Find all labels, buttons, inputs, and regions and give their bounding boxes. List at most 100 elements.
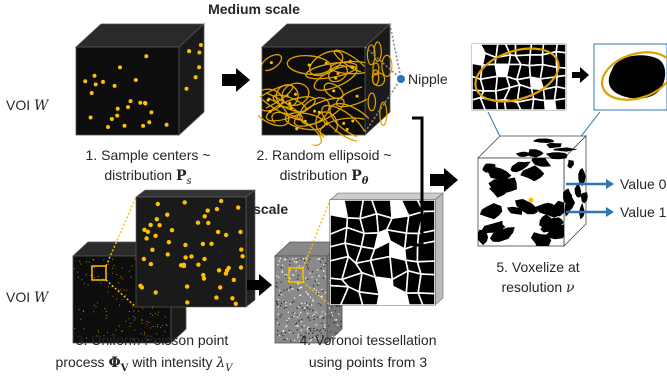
speckle <box>291 288 293 290</box>
speckle <box>120 276 122 278</box>
speckle <box>307 278 309 280</box>
speckle <box>90 275 92 276</box>
speckle <box>85 274 87 276</box>
voronoi-cell <box>472 96 487 110</box>
speckle <box>165 339 167 341</box>
merge-bracket <box>412 116 424 247</box>
cube-voxelized <box>477 135 588 247</box>
speckle <box>309 303 311 305</box>
ellipsoid <box>272 94 307 113</box>
speckle <box>311 276 313 278</box>
speckle <box>285 339 287 341</box>
speckle <box>78 276 79 278</box>
speckle <box>307 266 309 268</box>
speckle <box>156 333 158 335</box>
speckle <box>289 331 291 334</box>
speckle <box>317 274 319 276</box>
speckle <box>142 308 144 310</box>
speckle <box>322 327 324 329</box>
speckle <box>151 315 153 316</box>
speckle <box>322 290 324 292</box>
speckle <box>92 259 94 260</box>
poisson-dot <box>148 261 154 267</box>
speckle <box>324 340 326 342</box>
step4-caption-line2: using points from 3 <box>309 354 427 370</box>
speckle <box>293 339 296 341</box>
speckle <box>286 274 288 276</box>
center-dot <box>133 78 138 82</box>
speckle <box>319 261 321 263</box>
speckle <box>295 258 297 260</box>
center-dot <box>83 79 88 84</box>
speckle <box>118 282 119 284</box>
speckle <box>94 267 95 268</box>
speckle <box>307 317 309 319</box>
voxel-blob <box>507 206 523 215</box>
speckle <box>280 266 282 268</box>
voxel-blob <box>515 199 538 215</box>
voxel-blobs <box>478 138 588 246</box>
speckle <box>296 322 298 324</box>
speckle <box>303 325 305 327</box>
speckle <box>157 314 159 316</box>
value-0-label: Value 0 <box>620 176 667 192</box>
voronoi-cell <box>358 291 381 305</box>
speckle <box>131 265 133 267</box>
speckle <box>280 281 282 283</box>
ellipsoid <box>284 112 326 131</box>
speckle <box>158 311 159 313</box>
step1-caption-line1: 1. Sample centers ~ <box>86 147 211 163</box>
speckle <box>292 274 294 276</box>
speckle <box>319 329 322 331</box>
speckle <box>323 270 325 272</box>
speckle <box>277 334 279 336</box>
speckle <box>282 264 284 266</box>
speckle <box>297 289 299 291</box>
poisson-dot <box>154 217 159 222</box>
poisson-dot <box>219 198 224 204</box>
speckle <box>133 319 135 321</box>
speckle <box>147 339 148 341</box>
speckle <box>328 325 330 327</box>
center-dot <box>92 73 97 78</box>
speckle <box>289 260 291 262</box>
speckle <box>321 338 323 340</box>
speckle <box>278 335 280 337</box>
speckle <box>121 330 123 332</box>
speckle <box>276 301 278 303</box>
speckle <box>302 258 304 260</box>
speckle <box>112 267 114 269</box>
ellipsoid-center <box>351 66 354 70</box>
speckle <box>313 313 315 315</box>
value0-arrow-head <box>606 179 614 189</box>
speckle <box>299 282 301 284</box>
speckle <box>300 329 302 332</box>
center-dot <box>128 99 133 104</box>
poisson-dot <box>201 272 206 278</box>
speckle <box>330 307 333 309</box>
speckle <box>297 278 299 280</box>
voxel-blob <box>490 227 515 242</box>
speckle <box>277 276 280 278</box>
center-dot <box>187 49 192 54</box>
poisson-dot <box>144 236 149 241</box>
speckle <box>316 279 318 281</box>
center-dot <box>147 120 152 125</box>
speckle <box>309 296 311 298</box>
speckle <box>313 315 315 317</box>
speckle <box>315 311 317 313</box>
speckle <box>285 302 287 304</box>
speckle <box>300 321 303 323</box>
speckle <box>283 289 285 291</box>
speckle <box>119 304 120 306</box>
speckle <box>164 316 166 318</box>
speckle <box>93 259 94 261</box>
speckle <box>128 318 130 320</box>
speckle <box>317 284 319 286</box>
speckle <box>314 337 316 339</box>
ellipsoid-center <box>295 127 299 131</box>
speckle <box>86 261 87 263</box>
speckle <box>307 260 309 262</box>
speckle <box>329 307 331 309</box>
speckle <box>306 331 308 333</box>
